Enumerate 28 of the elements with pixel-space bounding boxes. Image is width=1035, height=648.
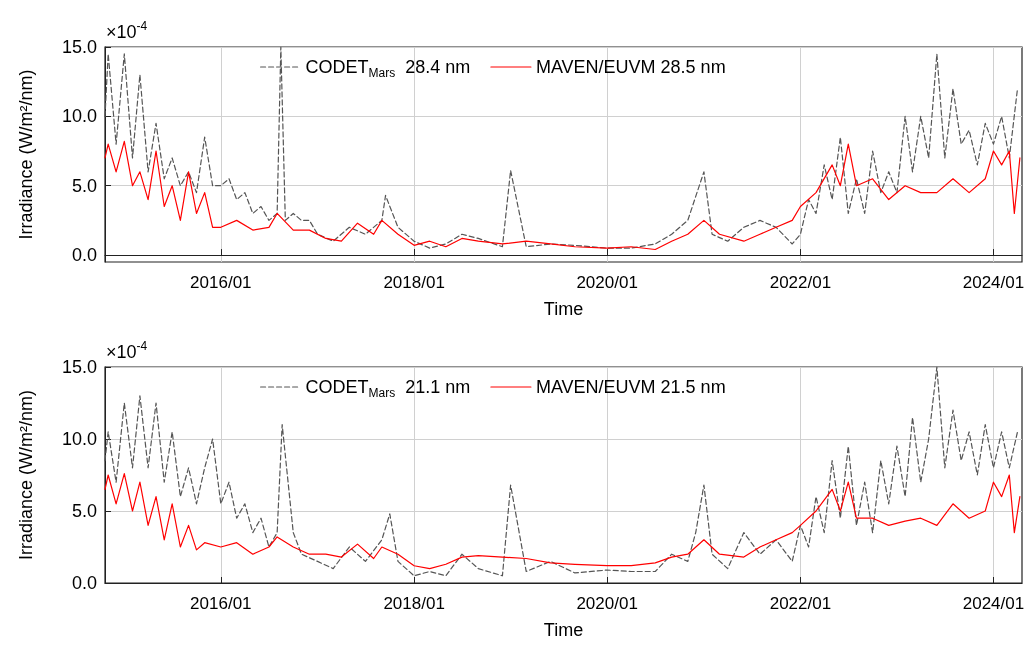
- y-tick-label: 5.0: [71, 501, 97, 521]
- x-tick-label: 2018/01: [383, 594, 445, 613]
- x-tick-label: 2022/01: [769, 594, 832, 613]
- line-series: [104, 366, 1019, 577]
- x-axis-title: Time: [543, 299, 584, 319]
- y-tick-label: 0.0: [71, 573, 97, 593]
- line-series: [104, 140, 1021, 251]
- y-tick-label: 10.0: [61, 106, 97, 127]
- x-tick-label: 2022/01: [769, 273, 832, 292]
- x-tick-label: 2024/01: [962, 273, 1025, 292]
- legend-label: MAVEN/EUVM 21.5 nm: [535, 377, 726, 397]
- x-axis-title: Time: [543, 620, 584, 640]
- y-tick-label: 5.0: [71, 175, 97, 196]
- line-series: [104, 472, 1021, 570]
- line-series: [104, 46, 1019, 249]
- y-tick-label: 0.0: [71, 245, 97, 266]
- y-tick-label: 10.0: [61, 429, 97, 449]
- x-tick-label: 2020/01: [576, 273, 638, 292]
- legend-label: MAVEN/EUVM 28.5 nm: [535, 57, 726, 77]
- x-tick-label: 2018/01: [383, 273, 445, 292]
- x-tick-label: 2024/01: [962, 594, 1025, 613]
- y-tick-label: 15.0: [61, 37, 97, 57]
- x-tick-label: 2016/01: [190, 594, 252, 613]
- x-tick-label: 2020/01: [576, 594, 638, 613]
- y-axis-title: Irradiance (W/m²/nm): [16, 69, 36, 240]
- x-tick-label: 2016/01: [190, 273, 252, 292]
- y-axis-title: Irradiance (W/m²/nm): [16, 389, 36, 561]
- y-tick-label: 15.0: [61, 357, 97, 377]
